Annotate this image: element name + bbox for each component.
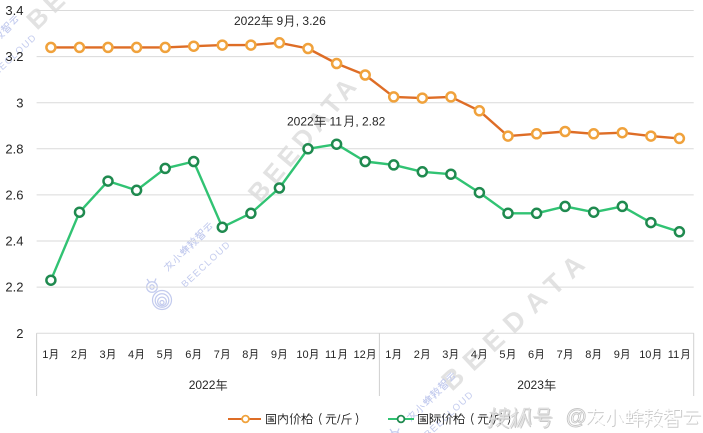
- svg-text:,: ,: [296, 14, 299, 28]
- svg-text:2.82: 2.82: [362, 114, 386, 128]
- svg-text:3: 3: [100, 349, 106, 361]
- svg-text:2.8: 2.8: [5, 141, 23, 156]
- svg-text:2.2: 2.2: [5, 280, 23, 295]
- svg-text:@: @: [566, 406, 586, 429]
- svg-text:3.26: 3.26: [302, 14, 326, 28]
- svg-text:8: 8: [242, 349, 248, 361]
- svg-text:7: 7: [557, 349, 563, 361]
- svg-text:11: 11: [668, 349, 679, 361]
- svg-text:3.2: 3.2: [5, 49, 23, 64]
- svg-text:10: 10: [639, 349, 651, 361]
- svg-text:2: 2: [414, 349, 420, 361]
- svg-text:6: 6: [528, 349, 534, 361]
- svg-text:1: 1: [385, 349, 391, 361]
- svg-text:2: 2: [71, 349, 77, 361]
- svg-text:5: 5: [499, 349, 505, 361]
- svg-text:2022: 2022: [287, 114, 314, 128]
- svg-text:3: 3: [442, 349, 448, 361]
- svg-text:10: 10: [296, 349, 308, 361]
- svg-text:2022: 2022: [234, 14, 261, 28]
- svg-text:/: /: [337, 412, 341, 426]
- svg-text:9: 9: [271, 349, 277, 361]
- svg-text:5: 5: [157, 349, 163, 361]
- svg-text:2.6: 2.6: [5, 188, 23, 203]
- svg-text:4: 4: [128, 349, 134, 361]
- svg-text:2.4: 2.4: [5, 234, 23, 249]
- svg-text:12: 12: [354, 349, 366, 361]
- svg-text:11: 11: [330, 114, 343, 128]
- svg-text:11: 11: [325, 349, 336, 361]
- svg-text:9: 9: [614, 349, 620, 361]
- svg-text:3.4: 3.4: [5, 3, 23, 18]
- svg-text:3: 3: [16, 95, 23, 110]
- svg-text:2022: 2022: [189, 378, 216, 392]
- svg-text:7: 7: [214, 349, 220, 361]
- svg-text:2023: 2023: [517, 378, 544, 392]
- svg-text:1: 1: [42, 349, 48, 361]
- svg-text:,: ,: [355, 114, 358, 128]
- svg-text:8: 8: [585, 349, 591, 361]
- svg-text:4: 4: [471, 349, 477, 361]
- svg-text:2: 2: [16, 326, 23, 341]
- svg-text:6: 6: [185, 349, 191, 361]
- svg-text:9: 9: [277, 14, 284, 28]
